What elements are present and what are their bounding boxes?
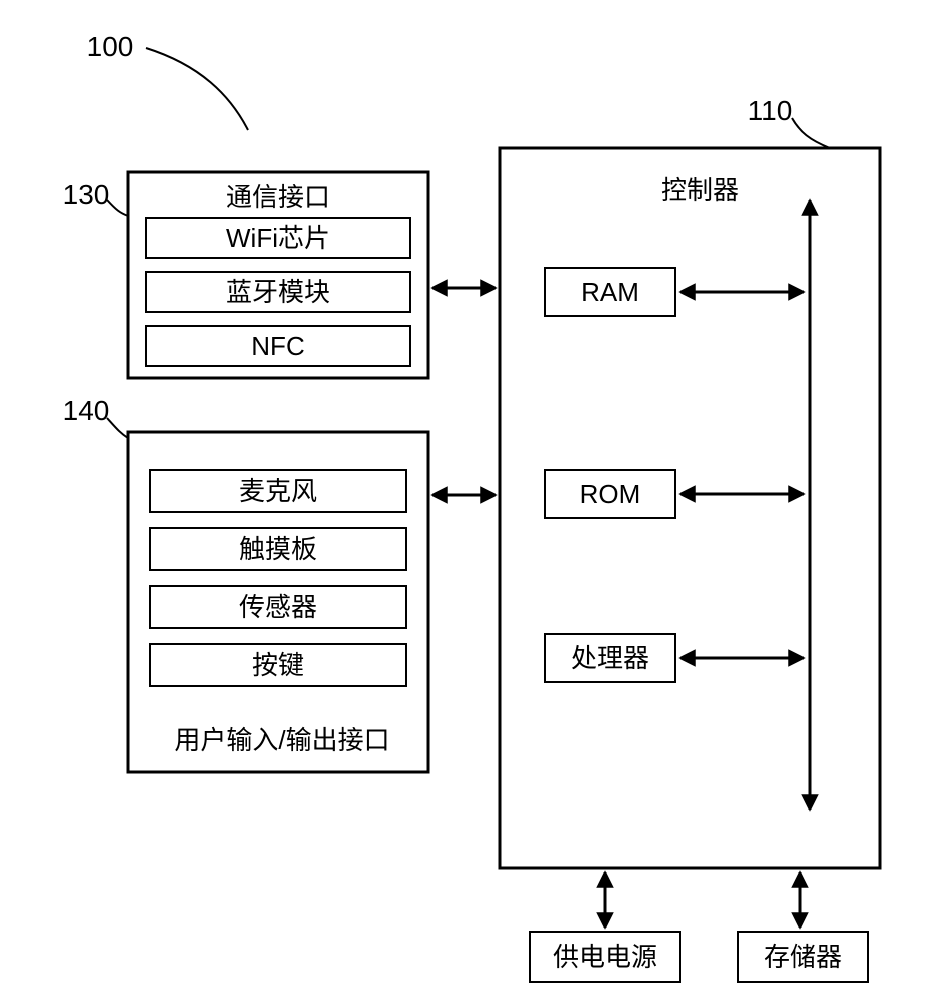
ref-r110: 110: [748, 95, 793, 126]
power-label: 供电电源: [553, 942, 657, 972]
comm-item-label-0: WiFi芯片: [226, 223, 330, 253]
ref-r130: 130: [63, 179, 110, 210]
leader-l140: [107, 418, 128, 438]
controller-item-label-1: ROM: [580, 479, 641, 509]
controller-item-label-2: 处理器: [571, 643, 649, 673]
leader-l110: [792, 118, 830, 148]
uio-item-label-3: 按键: [252, 650, 304, 680]
comm-item-label-2: NFC: [251, 331, 304, 361]
uio-item-label-0: 麦克风: [239, 476, 317, 506]
leader-l100: [146, 48, 248, 130]
leader-l130: [107, 200, 128, 216]
ref-r100: 100: [87, 31, 134, 62]
comm-item-label-1: 蓝牙模块: [226, 277, 330, 307]
uio-title: 用户输入/输出接口: [174, 725, 389, 755]
comm-interface-title: 通信接口: [226, 182, 330, 212]
memory-label: 存储器: [764, 942, 842, 972]
uio-item-label-2: 传感器: [239, 592, 317, 622]
ref-r140: 140: [63, 395, 110, 426]
controller-box: [500, 148, 880, 868]
controller-item-label-0: RAM: [581, 277, 639, 307]
controller-title: 控制器: [661, 175, 739, 205]
uio-item-label-1: 触摸板: [239, 534, 317, 564]
